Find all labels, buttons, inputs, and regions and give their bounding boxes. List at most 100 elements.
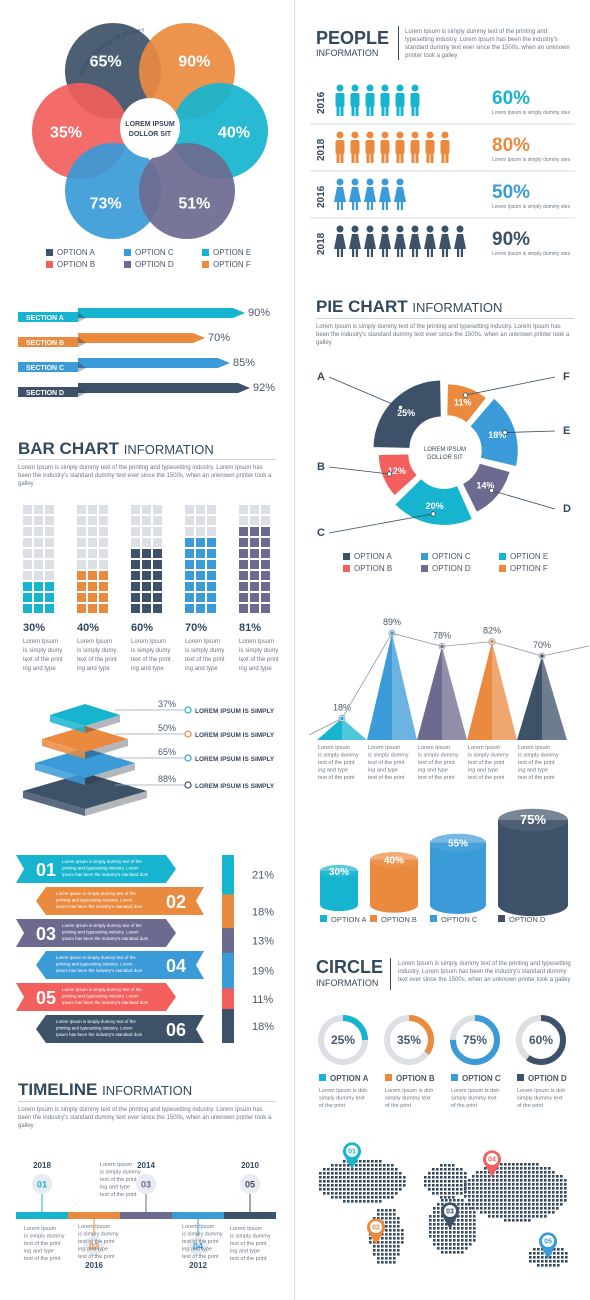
legend-item: OPTION B <box>343 564 392 573</box>
waffle-cell <box>88 527 97 536</box>
map-dot <box>528 1219 531 1222</box>
map-dot <box>429 1219 432 1222</box>
waffle-cell <box>261 560 270 569</box>
map-dot <box>453 1239 456 1242</box>
waffle-value-label: 40% <box>77 622 99 634</box>
cylinder-value: 30% <box>329 867 349 878</box>
map-dot <box>552 1211 555 1214</box>
map-dot <box>504 1187 507 1190</box>
ribbon-shape <box>36 951 204 979</box>
map-dot <box>445 1231 448 1234</box>
map-dot <box>556 1195 559 1198</box>
waffle-cell <box>261 516 270 525</box>
triangle-caption: text of the print <box>418 775 455 781</box>
timeline-year: 2014 <box>137 1161 155 1170</box>
venn-value: 40% <box>218 125 250 142</box>
map-dot <box>484 1171 487 1174</box>
timeline-node-number: 04 <box>193 1242 203 1252</box>
waffle-caption: Lorem Ipsum <box>131 639 166 645</box>
map-dot <box>389 1261 392 1264</box>
map-dot <box>389 1233 392 1236</box>
ribbon-text: printing and typesetting industry. Lorem <box>62 994 139 999</box>
map-dot <box>492 1175 495 1178</box>
map-dot <box>524 1167 527 1170</box>
timeline-node-bg <box>32 1174 52 1194</box>
waffle-cell <box>88 516 97 525</box>
map-dot <box>397 1225 400 1228</box>
map-dot <box>432 1192 435 1195</box>
map-dot <box>496 1195 499 1198</box>
map-dot <box>444 1196 447 1199</box>
person-leg <box>336 106 340 116</box>
map-dot <box>528 1171 531 1174</box>
bar-chart-rule <box>18 459 276 460</box>
map-dot <box>484 1203 487 1206</box>
waffle-cell <box>153 593 162 602</box>
cylinder-legend-swatch <box>370 915 377 922</box>
person-leg <box>412 249 415 257</box>
person-leg <box>415 153 419 163</box>
map-dot <box>397 1237 400 1240</box>
timeline-rule <box>18 1101 276 1102</box>
map-dot <box>393 1237 396 1240</box>
map-dot <box>500 1167 503 1170</box>
timeline-segment <box>120 1212 172 1219</box>
map-dot <box>323 1188 326 1191</box>
map-dot <box>441 1215 444 1218</box>
waffle-caption: ing and type <box>131 666 164 672</box>
person-female-icon <box>364 225 376 257</box>
section-arrow: SECTION D <box>18 383 250 397</box>
map-dot <box>445 1251 448 1254</box>
map-dot <box>532 1163 535 1166</box>
pie-slice-label: 25% <box>397 408 415 418</box>
map-dot <box>363 1180 366 1183</box>
map-dot <box>508 1183 511 1186</box>
ribbon-text: printing and typesetting industry. Lorem <box>62 866 139 871</box>
timeline-caption: text of the print <box>230 1241 267 1247</box>
map-dot <box>564 1179 567 1182</box>
layer-text: LOREM IPSUM IS SIMPLY <box>195 783 275 790</box>
map-dot <box>448 1184 451 1187</box>
person-leg <box>426 153 430 163</box>
circle-title-light: INFORMATION <box>316 978 379 988</box>
map-dot <box>355 1192 358 1195</box>
map-dot <box>319 1180 322 1183</box>
map-dot <box>327 1172 330 1175</box>
donut-caption: simply dummy text <box>517 1096 563 1102</box>
map-dot <box>379 1200 382 1203</box>
map-dot <box>537 1248 540 1251</box>
map-dot <box>468 1179 471 1182</box>
map-dot <box>537 1264 540 1267</box>
map-dot <box>395 1180 398 1183</box>
section-label: SECTION D <box>26 390 64 397</box>
waffle-caption: text of the print <box>185 657 225 663</box>
map-dot <box>449 1235 452 1238</box>
waffle-cell <box>239 571 248 580</box>
map-dot <box>452 1172 455 1175</box>
map-dot <box>323 1168 326 1171</box>
map-dot <box>464 1183 467 1186</box>
person-male-icon <box>395 131 405 163</box>
map-dot <box>548 1203 551 1206</box>
map-dot <box>397 1217 400 1220</box>
layer-top <box>42 726 128 752</box>
map-dot <box>381 1233 384 1236</box>
triangle-right <box>542 656 567 740</box>
map-dot <box>456 1184 459 1187</box>
donut-arc <box>516 1015 566 1065</box>
map-dot <box>383 1176 386 1179</box>
map-dot <box>351 1184 354 1187</box>
section-value: 92% <box>253 382 276 394</box>
timeline-caption: text of the print <box>24 1241 61 1247</box>
map-dot <box>339 1180 342 1183</box>
map-dot <box>461 1243 464 1246</box>
people-sub: Lorem Ipsum is simply dummy stes <box>492 110 571 116</box>
map-dot <box>452 1196 455 1199</box>
map-dot <box>484 1183 487 1186</box>
map-dot <box>529 1260 532 1263</box>
map-dot <box>496 1179 499 1182</box>
map-dot <box>393 1233 396 1236</box>
donut-legend-swatch <box>451 1074 458 1081</box>
map-dot <box>548 1207 551 1210</box>
map-dot <box>456 1176 459 1179</box>
